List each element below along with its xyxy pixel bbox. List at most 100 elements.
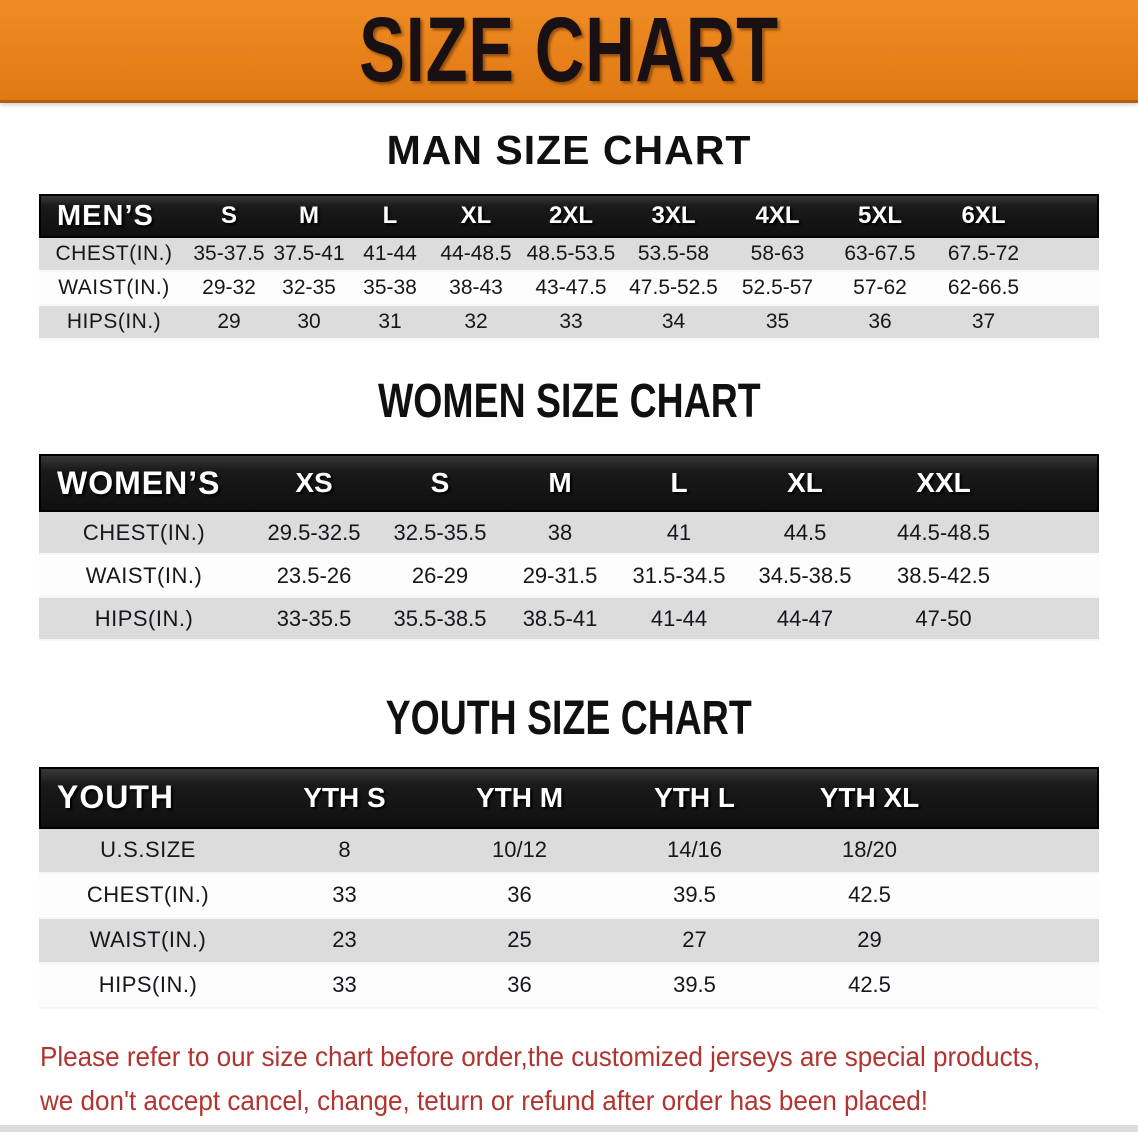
cell-value: 35-38 [349,272,431,307]
cell-value: 67.5-72 [931,238,1036,273]
row-label: HIPS(IN.) [39,964,257,1009]
banner: SIZE CHART [0,0,1138,103]
spacer-cell [957,829,1099,874]
cell-value: 41-44 [619,598,739,642]
section-title-row: WOMEN SIZE CHART [0,374,1138,429]
spacer-cell [957,874,1099,919]
cell-value: 25 [432,919,607,964]
column-header: YTH M [432,766,607,829]
column-header: M [269,194,349,239]
column-header: XXL [871,454,1016,513]
cell-value: 44-47 [739,598,871,642]
column-header: 4XL [726,194,829,239]
cell-value: 47-50 [871,598,1016,642]
cell-value: 63-67.5 [829,238,931,273]
spacer-cell [957,919,1099,964]
cell-value: 44.5-48.5 [871,512,1016,556]
section-title: MAN SIZE CHART [386,127,752,173]
spacer-cell [1036,272,1099,307]
cell-value: 36 [432,874,607,919]
footer-note-line2: we don't accept cancel, change, teturn o… [40,1084,929,1116]
spacer-cell [957,766,1099,829]
cell-value: 43-47.5 [521,272,621,307]
table-header-row: YOUTH YTH S YTH M YTH L YTH XL [39,766,1099,829]
cell-value: 42.5 [782,964,957,1009]
section-title-row: MAN SIZE CHART [0,127,1138,174]
cell-value: 41 [619,512,739,556]
spacer-cell [1036,238,1099,273]
column-header: S [379,454,501,513]
size-table: YOUTH YTH S YTH M YTH L YTH XL U.S.SIZE 8 10/12… [39,766,1099,1009]
banner-title: SIZE CHART [359,0,779,101]
cell-value: 39.5 [607,964,782,1009]
cell-value: 29-31.5 [501,555,619,599]
cell-value: 10/12 [432,829,607,874]
cell-value: 23.5-26 [249,555,379,599]
spacer-cell [1036,306,1099,341]
table-row: CHEST(IN.) 33 36 39.5 42.5 [39,873,1099,919]
spacer-cell [957,964,1099,1009]
cell-value: 30 [269,306,349,341]
column-header: L [349,194,431,239]
cell-value: 36 [432,964,607,1009]
table-row: HIPS(IN.) 29 30 31 32 33 34 35 36 37 [39,306,1099,341]
cell-value: 29-32 [189,272,269,307]
cell-value: 62-66.5 [931,272,1036,307]
cell-value: 29 [189,306,269,341]
cell-value: 32-35 [269,272,349,307]
cell-value: 33 [257,874,432,919]
row-label: CHEST(IN.) [39,238,189,273]
table-header-label: WOMEN’S [39,454,249,513]
footer-note: Please refer to our size chart before or… [0,1035,1138,1123]
spacer-cell [1016,454,1099,513]
table-row: CHEST(IN.) 35-37.5 37.5-41 41-44 44-48.5 48.5… [39,238,1099,273]
section-title: YOUTH SIZE CHART [385,692,753,746]
cell-value: 53.5-58 [621,238,726,273]
cell-value: 33 [257,964,432,1009]
cell-value: 52.5-57 [726,272,829,307]
cell-value: 35-37.5 [189,238,269,273]
column-header: XL [431,194,521,239]
cell-value: 44.5 [739,512,871,556]
size-chart-section: YOUTH SIZE CHART YOUTH YTH S YTH M YTH L YTH … [0,691,1138,1009]
cell-value: 29.5-32.5 [249,512,379,556]
section-title: WOMEN SIZE CHART [377,375,761,429]
row-label: HIPS(IN.) [39,306,189,341]
column-header: YTH S [257,766,432,829]
column-header: XL [739,454,871,513]
cell-value: 27 [607,919,782,964]
column-header: M [501,454,619,513]
cell-value: 34 [621,306,726,341]
bottom-strip [0,1125,1138,1132]
cell-value: 37.5-41 [269,238,349,273]
row-label: WAIST(IN.) [39,919,257,964]
cell-value: 38.5-42.5 [871,555,1016,599]
spacer-cell [1036,194,1099,239]
column-header: 3XL [621,194,726,239]
cell-value: 33-35.5 [249,598,379,642]
column-header: 5XL [829,194,931,239]
section-title-row: YOUTH SIZE CHART [0,691,1138,746]
table-row: WAIST(IN.) 23.5-26 26-29 29-31.5 31.5-34.5 34… [39,555,1099,599]
table-row: HIPS(IN.) 33 36 39.5 42.5 [39,963,1099,1009]
cell-value: 42.5 [782,874,957,919]
cell-value: 14/16 [607,829,782,874]
size-table: WOMEN’S XS S M L XL XXL CHEST(IN.) 29.5-32.5 32.5… [39,454,1099,642]
row-label: CHEST(IN.) [39,874,257,919]
row-label: WAIST(IN.) [39,272,189,307]
cell-value: 38.5-41 [501,598,619,642]
spacer-cell [1016,555,1099,599]
cell-value: 29 [782,919,957,964]
cell-value: 31.5-34.5 [619,555,739,599]
cell-value: 48.5-53.5 [521,238,621,273]
table-header-label: YOUTH [39,766,257,829]
column-header: L [619,454,739,513]
cell-value: 32.5-35.5 [379,512,501,556]
table-row: CHEST(IN.) 29.5-32.5 32.5-35.5 38 41 44.5 44.5… [39,512,1099,556]
row-label: CHEST(IN.) [39,512,249,556]
cell-value: 34.5-38.5 [739,555,871,599]
cell-value: 57-62 [829,272,931,307]
cell-value: 23 [257,919,432,964]
table-row: WAIST(IN.) 23 25 27 29 [39,918,1099,964]
